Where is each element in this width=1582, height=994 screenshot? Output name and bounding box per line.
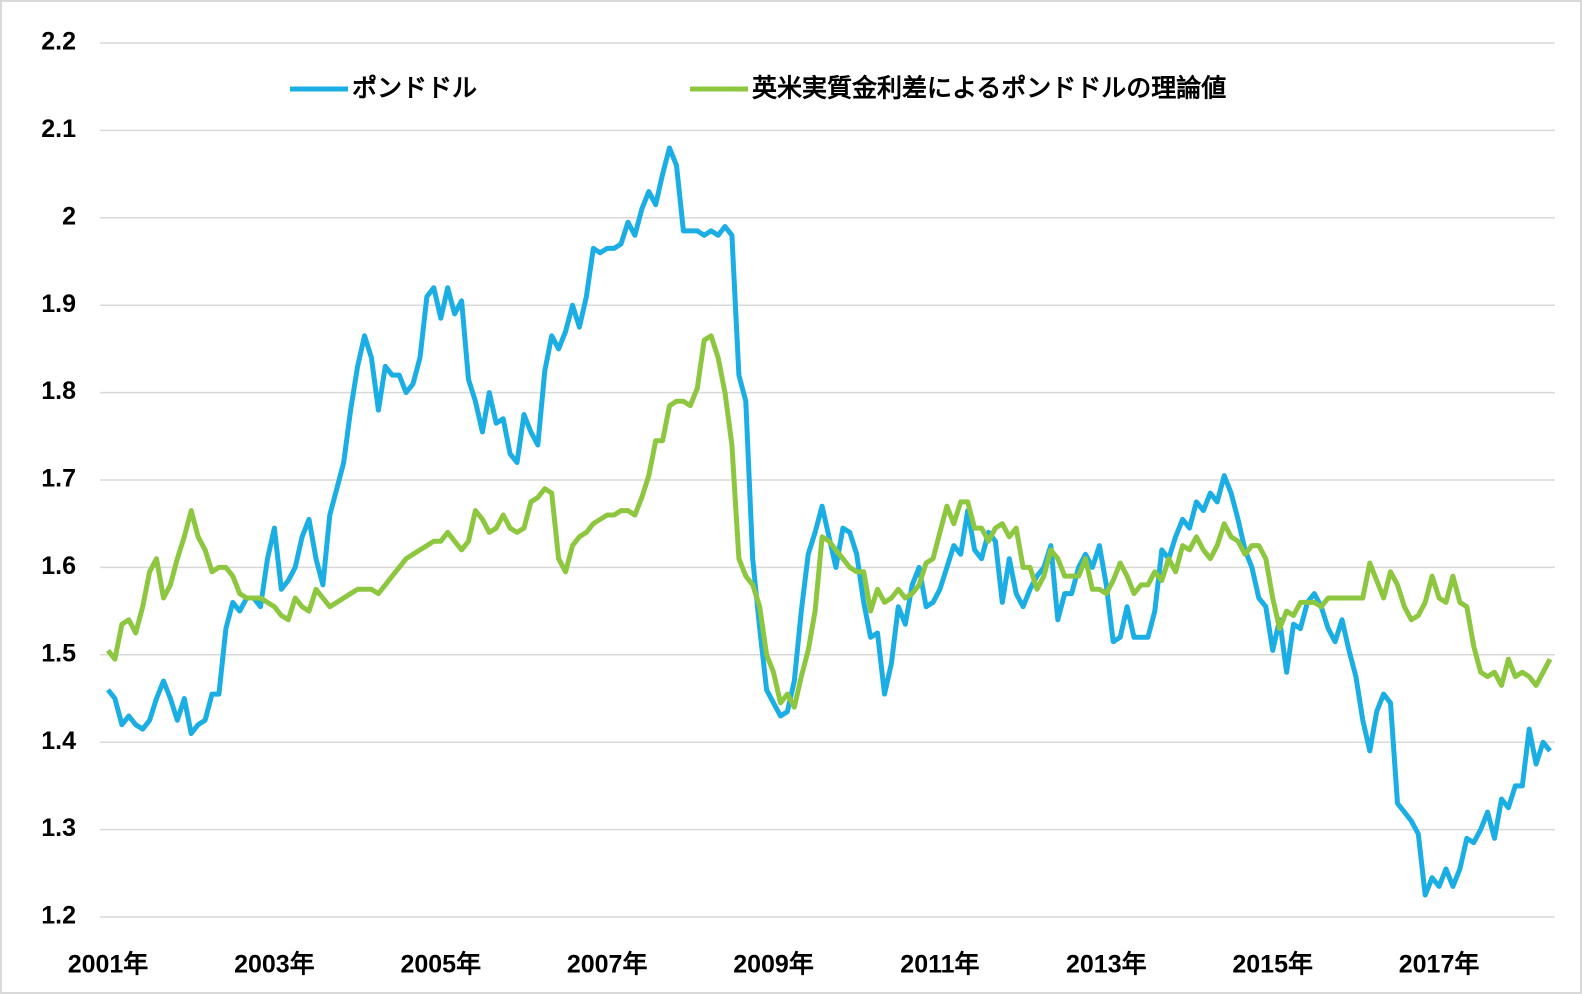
y-tick-label: 1.7 <box>41 465 76 493</box>
x-tick-label: 2013年 <box>1066 950 1147 979</box>
legend-label: ポンドドル <box>352 74 477 103</box>
legend-label: 英米実質金利差によるポンドドルの理論値 <box>752 74 1226 103</box>
y-tick-label: 2.2 <box>41 28 76 56</box>
series-line <box>106 145 1552 898</box>
x-tick-label: 2017年 <box>1399 950 1480 979</box>
series-line <box>106 333 1553 710</box>
x-tick-label: 2007年 <box>567 950 648 979</box>
y-tick-label: 2 <box>62 202 76 230</box>
x-tick-label: 2011年 <box>900 950 979 979</box>
x-tick-label: 2003年 <box>234 950 315 979</box>
x-tick-label: 2005年 <box>400 950 481 979</box>
x-tick-label: 2001年 <box>68 950 149 979</box>
y-tick-label: 1.3 <box>41 814 76 842</box>
y-tick-label: 1.6 <box>41 552 76 580</box>
y-tick-label: 1.8 <box>41 377 76 405</box>
y-tick-label: 1.5 <box>41 639 76 667</box>
y-tick-label: 1.4 <box>41 727 76 755</box>
y-tick-label: 1.2 <box>41 902 76 930</box>
x-tick-label: 2015年 <box>1232 950 1313 979</box>
y-tick-label: 2.1 <box>41 115 76 143</box>
x-tick-label: 2009年 <box>733 950 814 979</box>
y-tick-label: 1.9 <box>41 290 76 318</box>
